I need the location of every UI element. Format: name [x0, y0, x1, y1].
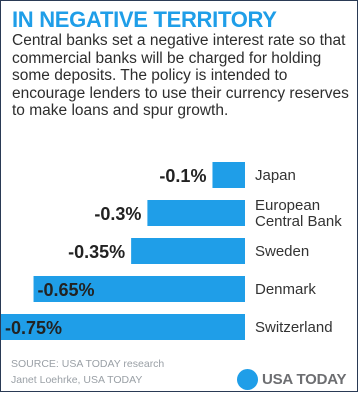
value-label-3: -0.65%: [38, 280, 95, 300]
bar-2: [131, 238, 245, 264]
bar-1: [147, 200, 245, 226]
value-label-2: -0.35%: [68, 242, 125, 262]
chart-title: IN NEGATIVE TERRITORY: [12, 7, 277, 32]
category-label-4: Switzerland: [255, 319, 333, 336]
logo-text: USA TODAY: [262, 370, 347, 388]
value-label-0: -0.1%: [159, 166, 206, 186]
bar-3: [33, 276, 246, 302]
chart-description: Central banks set a negative interest ra…: [12, 32, 349, 119]
bars-group: -0.1% Japan -0.3% European Central Bank -0.35…: [1, 162, 342, 340]
category-label-2: Sweden: [255, 243, 309, 260]
chart-footer: SOURCE: USA TODAY research Janet Loehrke…: [11, 356, 164, 388]
category-label-3: Denmark: [255, 281, 316, 298]
bar-chart: -0.1% Japan -0.3% European Central Bank -0.35…: [1, 162, 342, 340]
bar-0: [212, 162, 245, 188]
usa-today-logo: USA TODAY: [237, 368, 347, 390]
logo-dot-icon: [237, 368, 258, 390]
value-label-4: -0.75%: [5, 318, 62, 338]
credit-note: Janet Loehrke, USA TODAY: [11, 374, 143, 386]
category-label-0: Japan: [255, 167, 296, 184]
value-label-1: -0.3%: [94, 204, 141, 224]
category-label-1: European Central Bank: [255, 197, 342, 230]
bar-4: [1, 314, 245, 340]
source-note: SOURCE: USA TODAY research: [11, 358, 165, 370]
